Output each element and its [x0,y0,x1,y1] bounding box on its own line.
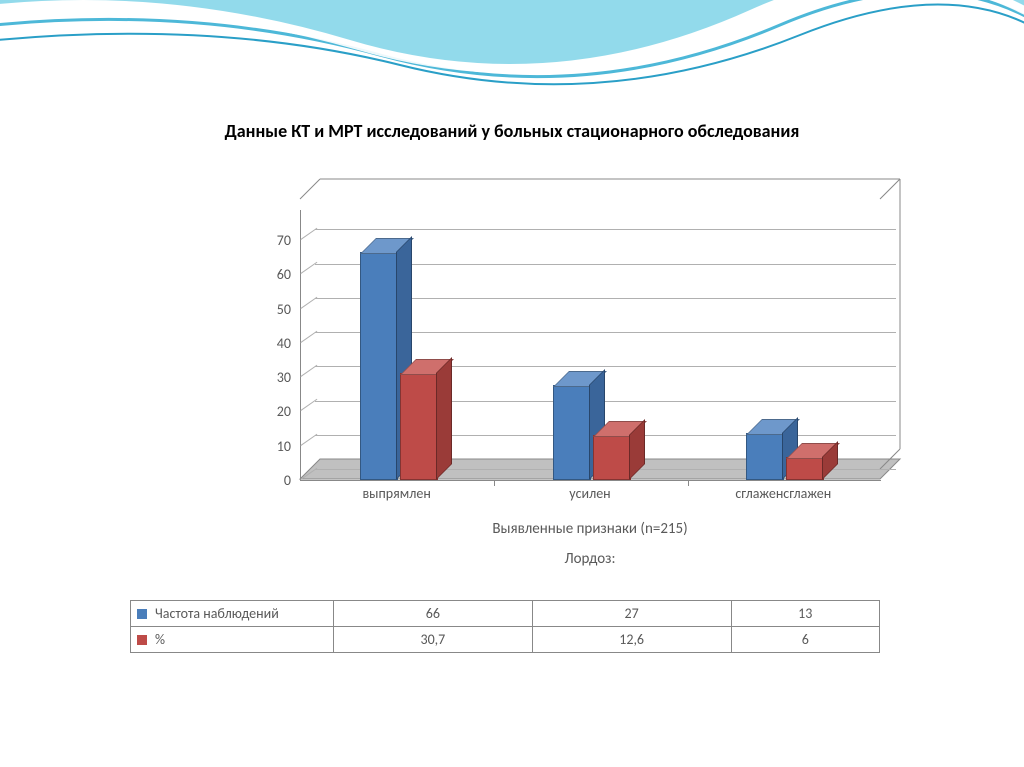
x-axis-title-2: Лордоз: [300,550,880,568]
gridline-side [895,469,896,470]
plot-region: 010203040506070 [300,210,881,481]
series-label-cell: % [131,627,334,653]
bar [553,387,589,480]
gridline-side [895,366,896,367]
data-table: Частота наблюдений 662713% 30,712,66 [130,600,880,653]
y-tick-label: 70 [251,232,291,249]
table-cell: 27 [532,601,731,627]
gridline-side [895,298,896,299]
legend-swatch [137,609,147,619]
y-tick-label: 30 [251,369,291,386]
x-category-label: усилен [493,485,686,502]
x-axis-title-1: Выявленные признаки (n=215) [300,520,880,538]
bar [593,437,629,480]
chart-container: 010203040506070 Выявленные признаки (n=2… [130,200,900,680]
slide-title: Данные КТ и МРТ исследований у больных с… [0,120,1024,142]
bar [360,254,396,480]
y-tick-label: 40 [251,335,291,352]
series-name: % [155,631,165,648]
table-cell: 30,7 [334,627,533,653]
legend-swatch [137,635,147,645]
x-category-label: сглаженсглажен [687,485,880,502]
bar [746,435,782,480]
bar [400,375,436,480]
y-tick-label: 20 [251,403,291,420]
table-cell: 13 [731,601,879,627]
table-cell: 6 [731,627,879,653]
y-tick-label: 60 [251,266,291,283]
wave-decoration [0,0,1024,120]
y-tick-label: 0 [251,472,291,489]
table-row: % 30,712,66 [131,627,880,653]
gridline-side [895,435,896,436]
y-tick-label: 50 [251,301,291,318]
bar [786,459,822,480]
gridline-side [895,264,896,265]
table-cell: 66 [334,601,533,627]
gridline-side [895,401,896,402]
table-cell: 12,6 [532,627,731,653]
gridline-side [895,332,896,333]
y-tick-label: 10 [251,438,291,455]
gridline [315,229,895,230]
series-name: Частота наблюдений [155,605,279,622]
x-category-label: выпрямлен [300,485,493,502]
gridline-side [895,229,896,230]
series-label-cell: Частота наблюдений [131,601,334,627]
table-row: Частота наблюдений 662713 [131,601,880,627]
